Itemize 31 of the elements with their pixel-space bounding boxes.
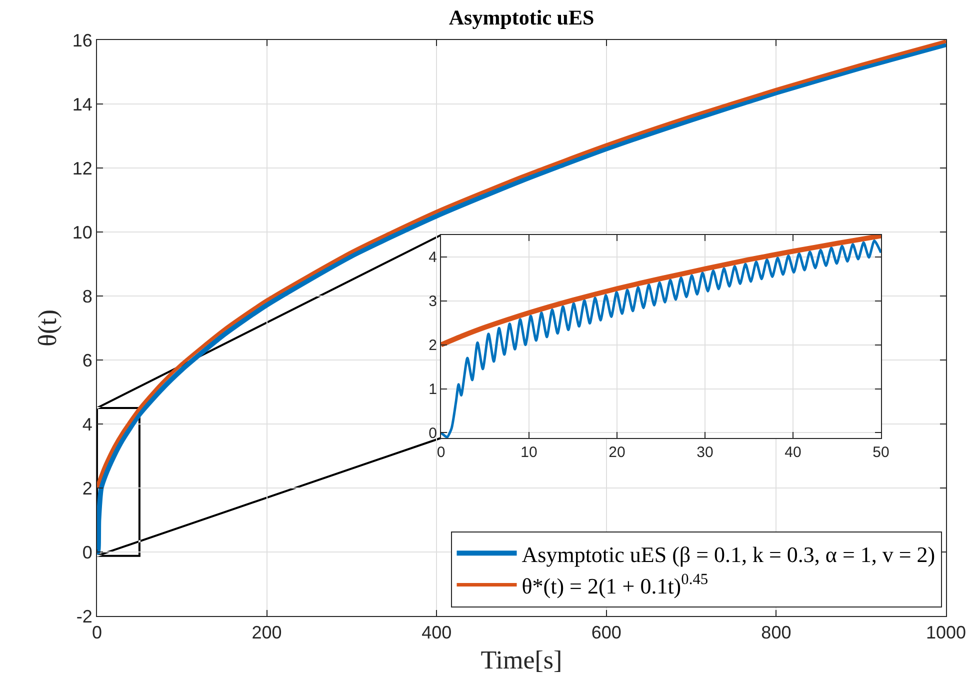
- x-tick-label: 30: [696, 444, 714, 461]
- y-tick-label: 6: [82, 350, 92, 370]
- y-tick-label: 3: [428, 293, 437, 310]
- legend-label: θ*(t) = 2(1 + 0.1t)$^{0.45}$: [522, 571, 708, 598]
- line-series: [441, 239, 881, 438]
- legend-label: Asymptotic uES (β = 0.1, k = 0.3, α = 1, v = 2): [522, 542, 936, 567]
- y-tick-label: 2: [82, 478, 92, 498]
- chart-title: Asymptotic uES: [448, 6, 594, 30]
- x-tick-label: 200: [252, 622, 282, 643]
- x-tick-label: 600: [591, 622, 622, 643]
- x-tick-label: 50: [872, 444, 890, 461]
- x-tick-label: 20: [608, 444, 626, 461]
- x-tick-label: 400: [422, 622, 452, 643]
- y-tick-label: 12: [72, 158, 92, 178]
- x-tick-label: 1000: [926, 622, 966, 643]
- x-tick-label: 10: [520, 444, 538, 461]
- x-axis-title: Time[s]: [480, 645, 562, 674]
- y-tick-label: 4: [82, 414, 92, 434]
- y-tick-label: 0: [82, 542, 92, 562]
- y-tick-label: 10: [72, 222, 92, 242]
- y-tick-label: 8: [82, 286, 92, 306]
- y-tick-label: 0: [428, 424, 437, 442]
- x-tick-label: 40: [784, 444, 802, 461]
- y-tick-label: 2: [428, 337, 437, 354]
- x-tick-label: 800: [761, 622, 792, 643]
- y-tick-label: 1: [428, 381, 437, 398]
- y-axis-title: θ(t): [32, 310, 62, 346]
- y-tick-label: 4: [428, 249, 437, 266]
- y-tick-label: -2: [76, 606, 92, 626]
- y-tick-label: 16: [72, 30, 92, 50]
- y-tick-label: 14: [72, 94, 92, 114]
